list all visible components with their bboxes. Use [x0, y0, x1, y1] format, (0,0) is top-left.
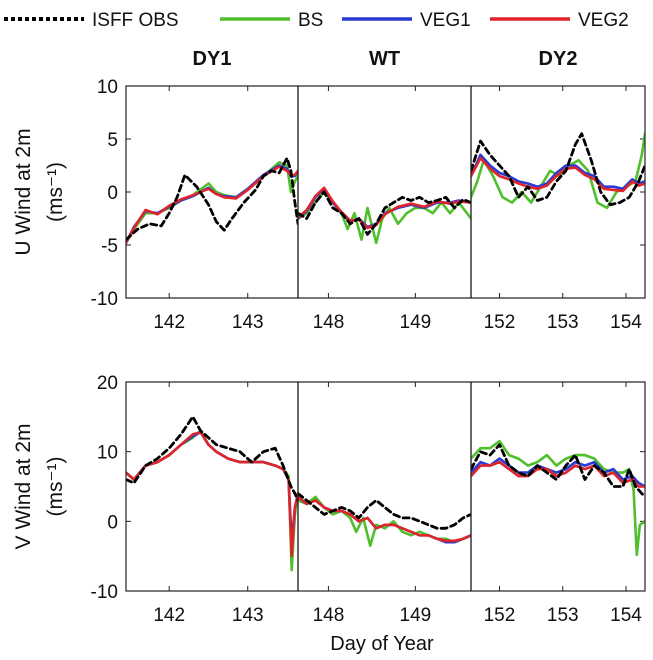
x-tick-label: 154 [610, 605, 642, 626]
y-tick-label: -10 [91, 582, 118, 603]
x-tick-label: 142 [153, 605, 185, 626]
series-line-bs [298, 190, 471, 245]
series-line-bs [126, 429, 298, 572]
panel-u-dy1: 142 143 [125, 85, 299, 333]
legend-entry-veg2: VEG2 [490, 10, 629, 31]
legend-label: BS [298, 10, 323, 31]
legend: ISFF OBS BS VEG1 VEG2 [4, 10, 629, 31]
series-group [126, 415, 298, 572]
x-tick-label: 149 [400, 312, 432, 333]
panel-frame [470, 85, 646, 299]
series-group [126, 156, 298, 245]
legend-entry-veg1: VEG1 [342, 10, 471, 31]
column-title-wt: WT [369, 48, 400, 70]
x-tick-label: 143 [232, 312, 264, 333]
series-line-veg2 [126, 165, 298, 245]
panels: -10 -5 0 5 10 142 143 148 149 152 153 154 -10 0 10 20 14… [91, 77, 646, 626]
y-tick-label: -5 [101, 236, 118, 257]
series-line-isff-obs [126, 156, 298, 242]
x-tick-label: 153 [547, 312, 579, 333]
series-line-isff-obs [126, 415, 298, 502]
series-line-bs [298, 495, 471, 547]
panel-v-dy2: 152 153 154 [470, 381, 646, 626]
y-tick-label: 0 [107, 183, 118, 204]
panel-v-wt: 148 149 [297, 381, 472, 626]
column-titles: DY1 WT DY2 [193, 48, 578, 70]
legend-entry-isff-obs: ISFF OBS [4, 10, 179, 31]
series-line-veg1 [126, 164, 298, 245]
y-tick-label: 10 [97, 77, 118, 98]
y-tick-label: 0 [107, 512, 118, 533]
panel-u-dy2: 152 153 154 [470, 85, 646, 333]
legend-entry-bs: BS [220, 10, 323, 31]
series-line-bs [126, 161, 298, 245]
x-tick-label: 152 [484, 312, 516, 333]
y-tick-label: 20 [97, 373, 118, 394]
series-line-veg2 [298, 186, 471, 230]
legend-label: VEG2 [578, 10, 629, 31]
y-axis-labels: U Wind at 2m (ms⁻¹) V Wind at 2m (ms⁻¹) [12, 128, 67, 549]
series-line-veg1 [471, 153, 645, 191]
panel-v-dy1: 142 143 [125, 381, 299, 626]
series-line-isff-obs [298, 190, 471, 236]
series-line-veg2 [126, 430, 298, 558]
y-axis-label: U Wind at 2m [12, 128, 35, 255]
x-tick-label: 142 [153, 312, 185, 333]
x-tick-label: 154 [610, 312, 642, 333]
series-line-isff-obs [471, 132, 645, 207]
series-group [471, 132, 645, 210]
x-axis-label: Day of Year [330, 633, 434, 655]
series-group [298, 186, 471, 245]
x-tick-label: 153 [547, 605, 579, 626]
column-title-dy1: DY1 [193, 48, 232, 70]
series-group [298, 492, 471, 547]
series-line-veg1 [298, 495, 471, 544]
y-tick-label: 10 [97, 443, 118, 464]
series-line-bs [471, 439, 645, 557]
x-tick-label: 148 [313, 605, 345, 626]
panel-frame [125, 381, 299, 592]
y-axis-unit: (ms⁻¹) [44, 456, 67, 516]
y-axis-unit: (ms⁻¹) [44, 162, 67, 222]
series-group [471, 439, 645, 557]
series-line-isff-obs [298, 492, 471, 530]
panel-frame [297, 381, 472, 592]
series-line-isff-obs [471, 443, 645, 499]
legend-label: ISFF OBS [92, 10, 179, 31]
series-line-veg2 [471, 156, 645, 193]
y-tick-label: 5 [107, 130, 118, 151]
x-tick-label: 143 [232, 605, 264, 626]
x-tick-label: 148 [313, 312, 345, 333]
series-line-veg2 [298, 495, 471, 543]
y-tick-label: -10 [91, 289, 118, 310]
x-tick-label: 149 [400, 605, 432, 626]
column-title-dy2: DY2 [539, 48, 578, 70]
panel-u-wt: 148 149 [297, 85, 472, 333]
legend-label: VEG1 [420, 10, 471, 31]
x-tick-label: 152 [484, 605, 516, 626]
panel-frame [470, 381, 646, 592]
y-axis-label: V Wind at 2m [12, 423, 35, 549]
